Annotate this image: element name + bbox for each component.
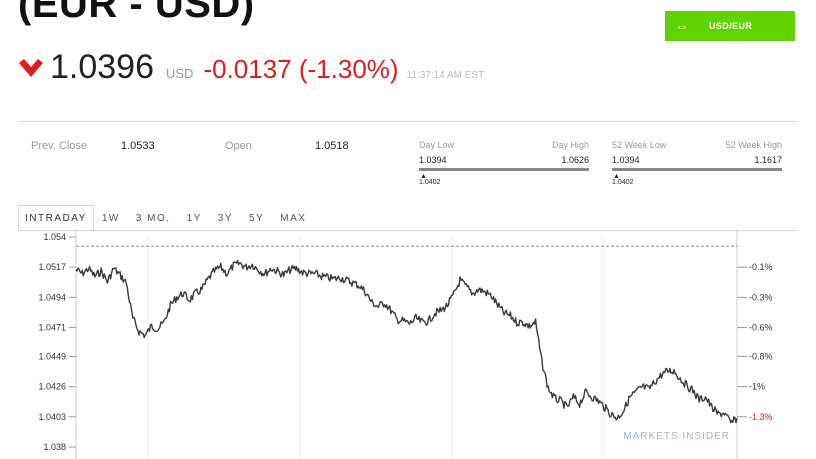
price-change: -0.0137 (-1.30%) bbox=[203, 54, 399, 84]
tabs-divider bbox=[18, 230, 798, 231]
y-tick-label: 1.054 bbox=[43, 232, 66, 242]
quote-time: 11:37:14 AM EST bbox=[406, 70, 485, 81]
open-value: 1.0518 bbox=[315, 140, 349, 152]
day-high-value: 1.0626 bbox=[561, 155, 589, 165]
tab-3mo[interactable]: 3 MO. bbox=[135, 212, 171, 224]
y-tick-label: 1.0449 bbox=[38, 351, 66, 361]
day-high-label: Day High bbox=[551, 140, 589, 150]
day-low-value: 1.0394 bbox=[419, 155, 447, 165]
percent-tick-label: -1.3% bbox=[749, 412, 773, 422]
price-currency: USD bbox=[166, 66, 194, 81]
week52-high-label: 52 Week High bbox=[725, 140, 782, 150]
tab-1y[interactable]: 1Y bbox=[186, 212, 202, 224]
price-series-line bbox=[75, 259, 738, 424]
convert-currency-button[interactable]: ⇔ USD/EUR bbox=[665, 11, 795, 41]
current-price: 1.0396 bbox=[50, 48, 154, 86]
week52-range-bar bbox=[612, 168, 782, 171]
tab-max[interactable]: MAX bbox=[280, 212, 307, 224]
open-label: Open bbox=[225, 140, 252, 152]
stats-panel: Prev. Close 1.0533 Open 1.0518 Day Low D… bbox=[18, 121, 798, 202]
y-tick-label: 1.0471 bbox=[38, 323, 66, 333]
week52-range-current: 1.0402 bbox=[612, 179, 634, 186]
intraday-chart: 1.054 1.0517 1.0494 1.0471 1.0449 1.0426 1.040… bbox=[38, 231, 773, 459]
day-range-bar bbox=[419, 168, 589, 171]
week52-range-marker-icon: ▲ bbox=[613, 173, 620, 180]
tab-3y[interactable]: 3Y bbox=[217, 212, 234, 224]
week52-low-value: 1.0394 bbox=[612, 155, 640, 165]
time-range-tabs: INTRADAY 1W 3 MO. 1Y 3Y 5Y MAX bbox=[18, 205, 314, 231]
y-tick-label: 1.0517 bbox=[38, 262, 66, 272]
percent-tick-label: -0.8% bbox=[749, 351, 773, 361]
week52-low-label: 52 Week Low bbox=[612, 140, 667, 150]
convert-button-label: USD/EUR bbox=[709, 21, 753, 31]
tab-intraday[interactable]: INTRADAY bbox=[18, 205, 94, 231]
page-title: (EUR - USD) bbox=[18, 0, 255, 26]
swap-arrows-icon: ⇔ bbox=[675, 18, 689, 34]
percent-tick-label: -0.6% bbox=[749, 323, 773, 333]
y-tick-label: 1.038 bbox=[43, 442, 66, 452]
down-arrow-icon bbox=[19, 59, 43, 77]
prev-close-label: Prev. Close bbox=[31, 140, 88, 152]
y-tick-label: 1.0426 bbox=[38, 382, 66, 392]
y-tick-label: 1.0494 bbox=[38, 292, 66, 302]
quote-summary: 1.0396 USD -0.0137 (-1.30%) 11:37:14 AM … bbox=[18, 48, 484, 92]
day-low-label: Day Low bbox=[419, 140, 455, 150]
week52-high-value: 1.1617 bbox=[754, 155, 782, 165]
percent-tick-label: -1% bbox=[749, 382, 765, 392]
day-range-current: 1.0402 bbox=[419, 179, 441, 186]
percent-tick-label: -0.3% bbox=[749, 292, 773, 302]
prev-close-value: 1.0533 bbox=[121, 140, 155, 152]
tab-5y[interactable]: 5Y bbox=[249, 212, 265, 224]
markets-insider-watermark: MARKETS INSIDER bbox=[623, 431, 730, 442]
tab-1w[interactable]: 1W bbox=[101, 212, 120, 224]
day-range-marker-icon: ▲ bbox=[420, 173, 427, 180]
percent-tick-label: -0.1% bbox=[749, 262, 773, 272]
y-tick-label: 1.0403 bbox=[38, 412, 66, 422]
